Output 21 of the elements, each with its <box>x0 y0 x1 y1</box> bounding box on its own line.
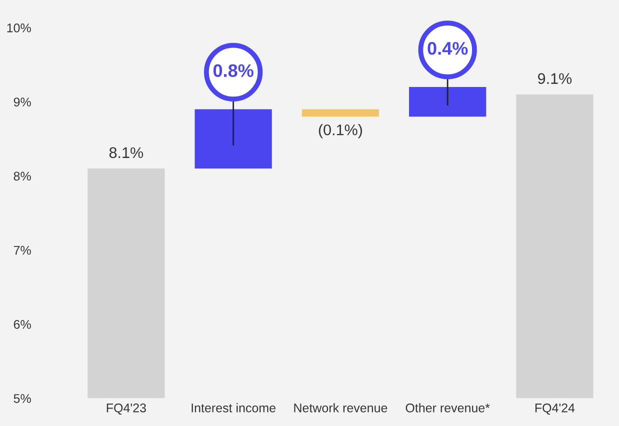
x-tick-label: Other revenue* <box>406 403 490 412</box>
x-tick-label: FQ4'23 <box>106 404 146 415</box>
y-tick-label: 8% <box>14 172 31 181</box>
data-label: (0.1%) <box>318 124 362 138</box>
bar <box>516 94 594 398</box>
x-tick-label: Network revenue <box>294 403 388 412</box>
x-tick-label: FQ4'24 <box>535 404 575 415</box>
y-tick-label: 6% <box>14 320 31 329</box>
y-tick-label: 7% <box>14 246 31 255</box>
bar <box>409 86 486 117</box>
data-label: 8.1% <box>109 147 144 158</box>
y-tick-label: 5% <box>14 394 31 403</box>
data-label: 0.8% <box>213 64 254 78</box>
y-tick-label: 10% <box>7 23 31 32</box>
y-tick-label: 9% <box>14 98 31 106</box>
bar <box>88 168 165 398</box>
x-tick-label: Interest income <box>192 403 276 412</box>
bar <box>302 109 380 117</box>
data-label: 0.4% <box>428 42 468 55</box>
data-label: 9.1% <box>538 73 572 84</box>
bar <box>194 109 272 169</box>
